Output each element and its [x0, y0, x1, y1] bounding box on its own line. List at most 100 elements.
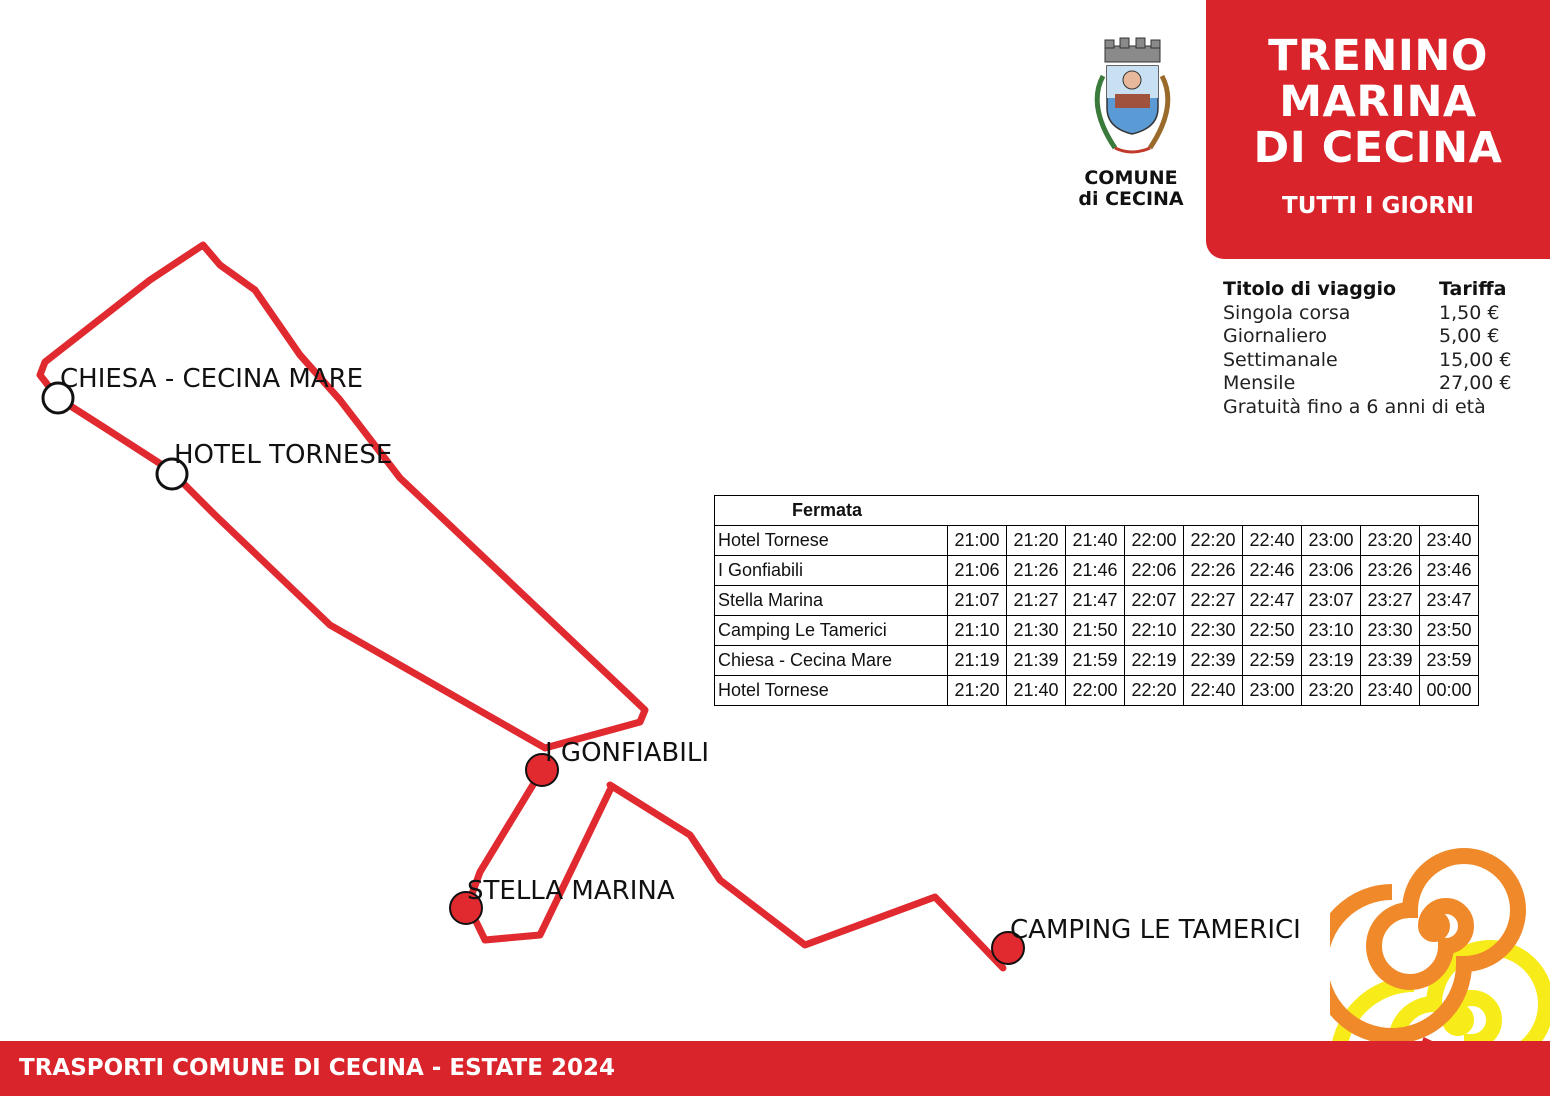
timetable-time-cell: 23:40: [1419, 525, 1479, 556]
timetable-time-cell: 21:20: [947, 675, 1007, 706]
timetable-time-cell: 23:20: [1301, 675, 1361, 706]
timetable-time-cell: 23:07: [1301, 585, 1361, 616]
fares-header: Titolo di viaggio Tariffa: [1223, 278, 1521, 302]
fares-note: Gratuità fino a 6 anni di età: [1223, 395, 1486, 418]
timetable-time-cell: 23:30: [1360, 615, 1420, 646]
timetable-time-cell: 21:50: [1065, 615, 1125, 646]
timetable-time-cell: 21:59: [1065, 645, 1125, 676]
title-line-3: DI CECINA: [1253, 123, 1503, 173]
timetable-time-cell: 00:00: [1419, 675, 1479, 706]
fares-header-ticket: Titolo di viaggio: [1223, 278, 1397, 300]
timetable-stop-cell: Hotel Tornese: [714, 525, 948, 556]
timetable-row: Hotel Tornese 21:20 21:40 22:00 22:20 22:40 23…: [714, 675, 1479, 706]
comune-logo-text: COMUNE di CECINA: [1068, 168, 1194, 210]
fare-ticket: Mensile: [1223, 372, 1296, 394]
timetable-time-cell: 22:40: [1242, 525, 1302, 556]
timetable-stop-cell: Hotel Tornese: [714, 675, 948, 706]
fare-ticket: Giornaliero: [1223, 325, 1328, 347]
comune-line-2: di CECINA: [1078, 188, 1184, 210]
stop-marker-chiesa[interactable]: [41, 381, 75, 415]
timetable-stop-cell: I Gonfiabili: [714, 555, 948, 586]
timetable-time-cell: 23:59: [1419, 645, 1479, 676]
title-line-2: MARINA: [1279, 77, 1477, 127]
stop-marker-camping[interactable]: [991, 931, 1025, 965]
timetable-time-cell: 23:40: [1360, 675, 1420, 706]
timetable-time-cell: 22:19: [1124, 645, 1184, 676]
timetable-time-cell: 21:07: [947, 585, 1007, 616]
timetable-time-cell: 21:30: [1006, 615, 1066, 646]
timetable-time-cell: 23:27: [1360, 585, 1420, 616]
timetable-time-cell: 23:00: [1301, 525, 1361, 556]
fare-row: Singola corsa 1,50 €: [1223, 302, 1521, 326]
stop-marker-hotel-tornese[interactable]: [155, 457, 189, 491]
timetable-time-cell: 21:06: [947, 555, 1007, 586]
timetable-time-cell: 23:00: [1242, 675, 1302, 706]
timetable-row: I Gonfiabili 21:06 21:26 21:46 22:06 22:26 22:…: [714, 555, 1479, 586]
fare-price: 1,50 €: [1439, 301, 1500, 324]
timetable-time-cell: 21:39: [1006, 645, 1066, 676]
stop-marker-stella-marina[interactable]: [449, 891, 483, 925]
timetable-time-cell: 22:40: [1183, 675, 1243, 706]
comune-line-1: COMUNE: [1084, 167, 1178, 189]
timetable-time-cell: 22:26: [1183, 555, 1243, 586]
fares-header-price: Tariffa: [1439, 278, 1507, 300]
timetable-time-cell: 23:20: [1360, 525, 1420, 556]
timetable-row: Camping Le Tamerici 21:10 21:30 21:50 22:10 2…: [714, 615, 1479, 646]
timetable-time-cell: 22:10: [1124, 615, 1184, 646]
stop-label-stella-marina: STELLA MARINA: [467, 876, 675, 906]
stop-label-chiesa: CHIESA - CECINA MARE: [60, 364, 364, 394]
fare-row: Mensile 27,00 €: [1223, 372, 1521, 396]
timetable-time-cell: 21:40: [1065, 525, 1125, 556]
timetable-stop-cell: Stella Marina: [714, 585, 948, 616]
timetable-time-cell: 22:46: [1242, 555, 1302, 586]
timetable-time-cell: 22:00: [1124, 525, 1184, 556]
timetable-time-cell: 22:30: [1183, 615, 1243, 646]
footer-text: TRASPORTI COMUNE DI CECINA - ESTATE 2024: [19, 1055, 615, 1081]
timetable-row: Stella Marina 21:07 21:27 21:47 22:07 22:27 22…: [714, 585, 1479, 616]
fare-ticket: Settimanale: [1223, 348, 1338, 371]
fare-row: Giornaliero 5,00 €: [1223, 325, 1521, 349]
timetable-stop-cell: Chiesa - Cecina Mare: [714, 645, 948, 676]
timetable-time-cell: 21:40: [1006, 675, 1066, 706]
timetable-time-cell: 22:06: [1124, 555, 1184, 586]
timetable-time-cell: 23:26: [1360, 555, 1420, 586]
timetable-time-cell: 22:59: [1242, 645, 1302, 676]
fare-price: 15,00 €: [1439, 348, 1512, 371]
timetable: Fermata Hotel Tornese 21:00 21:20 21:40 22:0…: [714, 495, 1479, 706]
timetable-time-cell: 22:20: [1183, 525, 1243, 556]
route-line: [36, 241, 1007, 972]
timetable-time-cell: 23:47: [1419, 585, 1479, 616]
timetable-time-cell: 21:19: [947, 645, 1007, 676]
fare-row: Settimanale 15,00 €: [1223, 349, 1521, 373]
stop-label-camping: CAMPING LE TAMERICI: [1010, 915, 1301, 945]
timetable-time-cell: 23:10: [1301, 615, 1361, 646]
timetable-time-cell: 22:00: [1065, 675, 1125, 706]
title-subtitle: TUTTI I GIORNI: [1282, 193, 1474, 219]
timetable-body: Hotel Tornese 21:00 21:20 21:40 22:00 22:20 22…: [714, 525, 1479, 706]
timetable-time-cell: 22:39: [1183, 645, 1243, 676]
timetable-time-cell: 23:50: [1419, 615, 1479, 646]
timetable-header-row: Fermata: [714, 495, 1479, 526]
title-box: TRENINO MARINA DI CECINA TUTTI I GIORNI: [1206, 0, 1550, 259]
timetable-time-cell: 21:10: [947, 615, 1007, 646]
timetable-header-stop: Fermata: [714, 495, 1479, 526]
timetable-time-cell: 22:47: [1242, 585, 1302, 616]
timetable-time-cell: 21:46: [1065, 555, 1125, 586]
title-line-1: TRENINO: [1268, 31, 1488, 81]
timetable-time-cell: 23:06: [1301, 555, 1361, 586]
fares-table: Titolo di viaggio Tariffa Singola corsa …: [1223, 278, 1521, 419]
timetable-time-cell: 21:00: [947, 525, 1007, 556]
timetable-time-cell: 22:27: [1183, 585, 1243, 616]
fare-price: 27,00 €: [1439, 372, 1512, 394]
stop-label-gonfiabili: I GONFIABILI: [545, 738, 710, 768]
stop-marker-gonfiabili[interactable]: [525, 753, 559, 787]
timetable-time-cell: 21:20: [1006, 525, 1066, 556]
timetable-time-cell: 22:50: [1242, 615, 1302, 646]
timetable-time-cell: 23:39: [1360, 645, 1420, 676]
timetable-time-cell: 21:27: [1006, 585, 1066, 616]
footer-bar: TRASPORTI COMUNE DI CECINA - ESTATE 2024: [0, 1041, 1550, 1096]
stop-label-hotel-tornese: HOTEL TORNESE: [174, 440, 393, 470]
timetable-time-cell: 23:46: [1419, 555, 1479, 586]
timetable-time-cell: 22:20: [1124, 675, 1184, 706]
